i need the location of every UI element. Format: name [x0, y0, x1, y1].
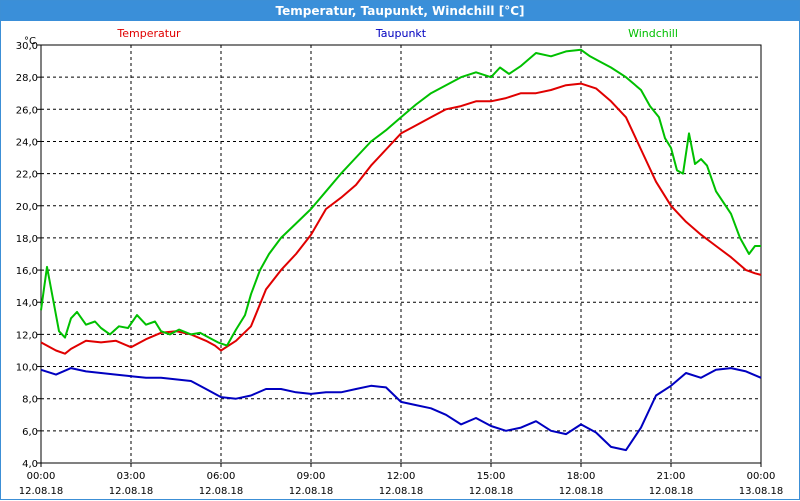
- x-tick-time: 09:00: [297, 471, 326, 482]
- x-tick-date: 12.08.18: [559, 486, 604, 497]
- x-tick-date: 12.08.18: [289, 486, 334, 497]
- legend-taupunkt: Taupunkt: [375, 27, 427, 40]
- x-tick-time: 15:00: [477, 471, 506, 482]
- x-tick-time: 12:00: [387, 471, 416, 482]
- y-tick-label: 10,0: [16, 363, 38, 374]
- x-tick-time: 18:00: [567, 471, 596, 482]
- y-axis-label: °C: [24, 36, 36, 47]
- y-tick-label: 8,0: [22, 395, 38, 406]
- series-line-windchill: [40, 48, 761, 347]
- window-title: Temperatur, Taupunkt, Windchill [°C]: [1, 1, 799, 21]
- y-tick-label: 30,0: [16, 41, 38, 52]
- legend-temperatur: Temperatur: [116, 27, 181, 40]
- legend-windchill: Windchill: [628, 27, 678, 40]
- x-tick-date: 12.08.18: [199, 486, 244, 497]
- y-tick-label: 26,0: [16, 105, 38, 116]
- x-tick-time: 03:00: [117, 471, 146, 482]
- x-tick-time: 00:00: [27, 471, 56, 482]
- y-tick-label: 20,0: [16, 202, 38, 213]
- y-tick-label: 22,0: [16, 170, 38, 181]
- x-tick-date: 12.08.18: [379, 486, 424, 497]
- x-tick-date: 12.08.18: [109, 486, 154, 497]
- x-tick-date: 12.08.18: [19, 486, 64, 497]
- x-tick-date: 12.08.18: [649, 486, 694, 497]
- x-tick-time: 00:00: [747, 471, 776, 482]
- y-tick-label: 12,0: [16, 330, 38, 341]
- x-tick-time: 21:00: [657, 471, 686, 482]
- x-tick-time: 06:00: [207, 471, 236, 482]
- series-line-taupunkt: [40, 367, 762, 452]
- y-tick-label: 28,0: [16, 73, 38, 84]
- x-tick-date: 12.08.18: [469, 486, 514, 497]
- y-tick-label: 24,0: [16, 137, 38, 148]
- plot-frame: [40, 44, 762, 464]
- y-tick-label: 16,0: [16, 266, 38, 277]
- y-tick-label: 14,0: [16, 298, 38, 309]
- series-line-temperatur: [40, 82, 762, 355]
- x-tick-date: 13.08.18: [739, 486, 784, 497]
- y-tick-label: 18,0: [16, 234, 38, 245]
- y-tick-label: 6,0: [22, 427, 38, 438]
- y-tick-label: 4,0: [22, 459, 38, 470]
